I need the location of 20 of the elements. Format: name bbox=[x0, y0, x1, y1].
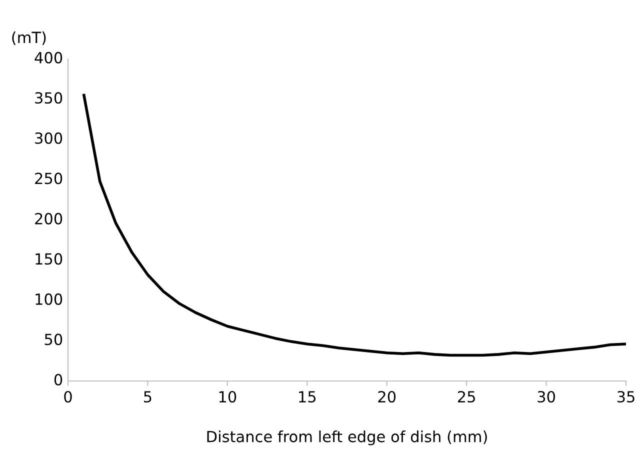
x-axis-title: Distance from left edge of dish (mm) bbox=[207, 430, 487, 446]
x-tick-label: 25 bbox=[458, 390, 475, 403]
y-tick-label: 100 bbox=[36, 293, 62, 305]
y-tick-label: 200 bbox=[35, 212, 62, 224]
line-series bbox=[82, 94, 626, 357]
x-tick-label: 35 bbox=[617, 390, 634, 403]
x-tick-label: 5 bbox=[144, 391, 152, 403]
y-tick-label: 350 bbox=[35, 92, 62, 104]
x-tick-label: 30 bbox=[538, 390, 555, 403]
y-axis-title: (mT) bbox=[12, 31, 46, 45]
x-tick-label: 20 bbox=[378, 390, 396, 403]
x-tick-label: 0 bbox=[64, 390, 72, 403]
y-tick-label: 50 bbox=[44, 334, 62, 346]
y-tick-label: 0 bbox=[54, 374, 62, 386]
y-tick-label: 300 bbox=[35, 132, 62, 144]
y-tick-label: 400 bbox=[34, 52, 62, 64]
x-tick-label: 10 bbox=[219, 390, 236, 403]
y-tick-label: 250 bbox=[35, 172, 62, 184]
y-tick-label: 150 bbox=[36, 253, 62, 265]
x-tick-label: 15 bbox=[299, 391, 316, 403]
